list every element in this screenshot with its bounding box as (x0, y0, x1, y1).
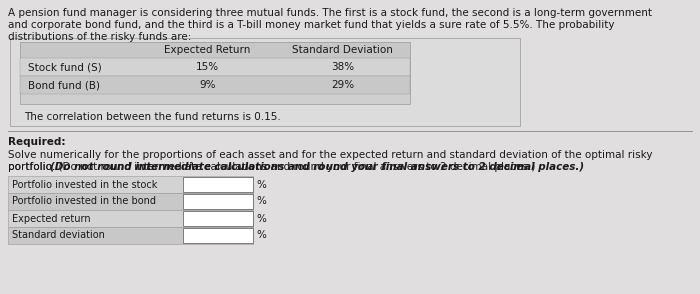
Bar (20, 76, 410, 94)
Text: Solve numerically for the proportions of each asset and for the expected return : Solve numerically for the proportions of… (8, 150, 652, 160)
Bar (8, 176, 253, 193)
Text: Expected return: Expected return (12, 213, 90, 223)
Text: 29%: 29% (331, 80, 354, 90)
Bar (183, 228, 253, 243)
Text: %: % (256, 213, 266, 223)
Bar (183, 177, 253, 192)
Text: %: % (256, 196, 266, 206)
Bar (183, 194, 253, 209)
Bar (8, 193, 253, 210)
Text: %: % (256, 180, 266, 190)
Text: Stock fund (S): Stock fund (S) (28, 62, 101, 72)
Bar (20, 42, 410, 104)
Text: (Do not round intermediate calculations and round your final answers to 2 decima: (Do not round intermediate calculations … (50, 162, 584, 172)
Bar (20, 58, 410, 76)
Text: Portfolio invested in the bond: Portfolio invested in the bond (12, 196, 156, 206)
Text: and corporate bond fund, and the third is a T-bill money market fund that yields: and corporate bond fund, and the third i… (8, 20, 615, 30)
Text: 9%: 9% (199, 80, 216, 90)
Text: A pension fund manager is considering three mutual funds. The first is a stock f: A pension fund manager is considering th… (8, 8, 652, 18)
Bar (8, 210, 253, 227)
Text: Bond fund (B): Bond fund (B) (28, 80, 100, 90)
Bar (20, 42, 410, 58)
Text: %: % (256, 230, 266, 240)
Text: Standard Deviation: Standard Deviation (292, 45, 393, 55)
Text: Portfolio invested in the stock: Portfolio invested in the stock (12, 180, 158, 190)
Text: portfolio. (Do not round intermediate calculations and round your final answers : portfolio. (Do not round intermediate ca… (8, 162, 536, 172)
Text: 38%: 38% (331, 62, 354, 72)
Text: distributions of the risky funds are:: distributions of the risky funds are: (8, 32, 191, 42)
Bar (8, 227, 253, 244)
Text: Standard deviation: Standard deviation (12, 230, 105, 240)
Text: Required:: Required: (8, 137, 66, 147)
Bar (183, 211, 253, 226)
Text: The correlation between the fund returns is 0.15.: The correlation between the fund returns… (24, 112, 281, 122)
Text: portfolio.: portfolio. (8, 162, 59, 172)
Text: Expected Return: Expected Return (164, 45, 251, 55)
Bar (10, 38, 520, 126)
Text: 15%: 15% (196, 62, 219, 72)
